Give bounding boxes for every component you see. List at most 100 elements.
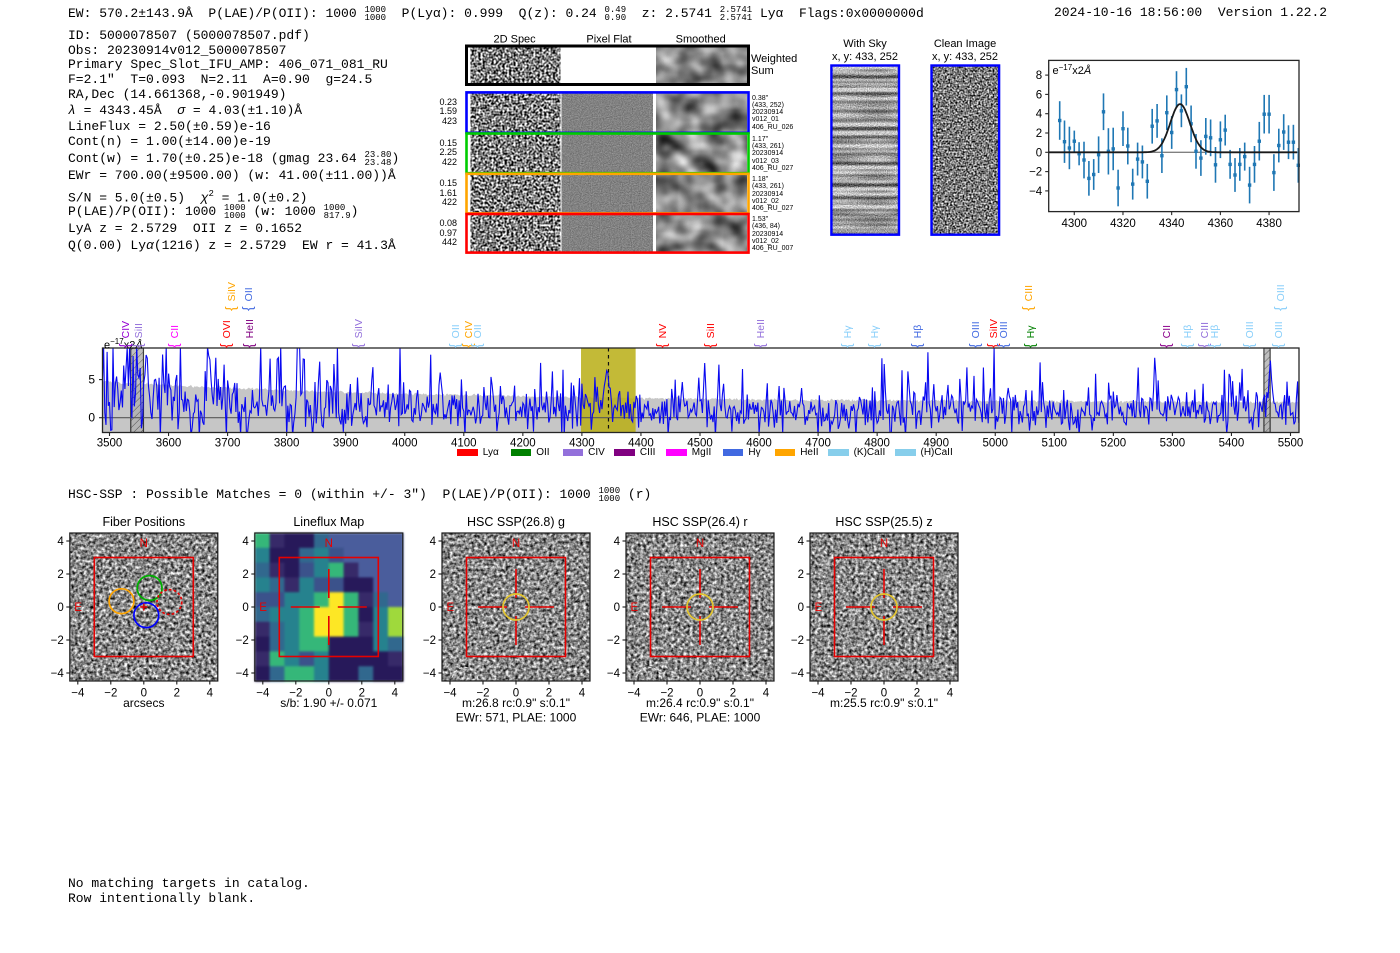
svg-text:4360: 4360 bbox=[1208, 218, 1234, 230]
svg-text:N: N bbox=[512, 538, 520, 550]
svg-text:4: 4 bbox=[430, 536, 437, 548]
svg-text:4: 4 bbox=[57, 536, 64, 548]
svg-text:0: 0 bbox=[326, 688, 332, 700]
svg-text:8: 8 bbox=[1036, 70, 1042, 82]
svg-text:−2: −2 bbox=[791, 635, 804, 647]
svg-text:E: E bbox=[815, 602, 823, 614]
svg-text:0: 0 bbox=[430, 602, 436, 614]
svg-text:5500: 5500 bbox=[1278, 437, 1304, 449]
svg-text:0: 0 bbox=[141, 688, 147, 700]
svg-text:5300: 5300 bbox=[1160, 437, 1186, 449]
svg-text:N: N bbox=[696, 538, 704, 550]
svg-text:−4: −4 bbox=[71, 688, 85, 700]
svg-text:−2: −2 bbox=[476, 688, 489, 700]
svg-text:3800: 3800 bbox=[274, 437, 300, 449]
svg-text:−4: −4 bbox=[51, 668, 65, 680]
svg-text:2: 2 bbox=[914, 688, 920, 700]
svg-text:2: 2 bbox=[359, 688, 365, 700]
svg-text:EWr: 571, PLAE: 1000: EWr: 571, PLAE: 1000 bbox=[456, 711, 577, 725]
svg-text:−4: −4 bbox=[607, 668, 621, 680]
svg-text:0: 0 bbox=[798, 602, 804, 614]
svg-text:2D Spec: 2D Spec bbox=[493, 34, 536, 46]
svg-text:0: 0 bbox=[57, 602, 63, 614]
svg-text:arcsecs: arcsecs bbox=[123, 696, 164, 710]
svg-text:−4: −4 bbox=[811, 688, 825, 700]
svg-text:4000: 4000 bbox=[392, 437, 418, 449]
svg-text:2: 2 bbox=[57, 569, 63, 581]
svg-text:−2: −2 bbox=[844, 688, 857, 700]
svg-text:m:26.4 rc:0.9" s:0.1": m:26.4 rc:0.9" s:0.1" bbox=[646, 696, 754, 710]
svg-text:−2: −2 bbox=[104, 688, 117, 700]
svg-text:E: E bbox=[259, 602, 267, 614]
svg-text:4: 4 bbox=[392, 688, 399, 700]
svg-text:3500: 3500 bbox=[97, 437, 123, 449]
svg-text:5400: 5400 bbox=[1219, 437, 1245, 449]
svg-text:−4: −4 bbox=[1029, 186, 1043, 198]
svg-text:2: 2 bbox=[546, 688, 552, 700]
svg-text:−4: −4 bbox=[256, 688, 270, 700]
svg-text:5000: 5000 bbox=[982, 437, 1008, 449]
svg-text:−2: −2 bbox=[289, 688, 302, 700]
svg-text:−4: −4 bbox=[791, 668, 805, 680]
svg-text:−4: −4 bbox=[236, 668, 250, 680]
svg-text:Pixel Flat: Pixel Flat bbox=[586, 34, 631, 46]
svg-text:0: 0 bbox=[242, 602, 248, 614]
svg-text:−2: −2 bbox=[51, 635, 64, 647]
svg-text:−2: −2 bbox=[1029, 167, 1042, 179]
svg-text:4700: 4700 bbox=[805, 437, 831, 449]
svg-text:4: 4 bbox=[242, 536, 249, 548]
svg-text:m:25.5 rc:0.9" s:0.1": m:25.5 rc:0.9" s:0.1" bbox=[830, 696, 938, 710]
svg-text:5100: 5100 bbox=[1042, 437, 1068, 449]
svg-text:2: 2 bbox=[1036, 128, 1042, 140]
svg-text:3900: 3900 bbox=[333, 437, 359, 449]
svg-text:5: 5 bbox=[88, 373, 95, 387]
svg-text:−4: −4 bbox=[443, 688, 457, 700]
svg-text:E: E bbox=[631, 602, 639, 614]
svg-text:4: 4 bbox=[579, 688, 586, 700]
svg-text:2: 2 bbox=[798, 569, 804, 581]
svg-text:4900: 4900 bbox=[923, 437, 949, 449]
svg-text:4: 4 bbox=[763, 688, 770, 700]
svg-text:−2: −2 bbox=[660, 688, 673, 700]
svg-text:4500: 4500 bbox=[687, 437, 713, 449]
svg-text:s/b: 1.90 +/- 0.071: s/b: 1.90 +/- 0.071 bbox=[280, 696, 377, 710]
svg-text:0: 0 bbox=[881, 688, 887, 700]
svg-text:4400: 4400 bbox=[628, 437, 654, 449]
svg-text:4100: 4100 bbox=[451, 437, 477, 449]
svg-text:e−17x2Å: e−17x2Å bbox=[1053, 63, 1092, 77]
svg-text:E: E bbox=[447, 602, 455, 614]
svg-text:Smoothed: Smoothed bbox=[676, 34, 726, 46]
svg-text:4340: 4340 bbox=[1159, 218, 1185, 230]
svg-text:−4: −4 bbox=[423, 668, 437, 680]
svg-text:0: 0 bbox=[1036, 147, 1042, 159]
svg-text:2: 2 bbox=[174, 688, 180, 700]
svg-text:−2: −2 bbox=[236, 635, 249, 647]
svg-text:4320: 4320 bbox=[1110, 218, 1136, 230]
svg-text:EWr: 646, PLAE: 1000: EWr: 646, PLAE: 1000 bbox=[640, 711, 761, 725]
svg-text:HSC SSP(26.4) r: HSC SSP(26.4) r bbox=[652, 515, 747, 529]
svg-text:4380: 4380 bbox=[1256, 218, 1282, 230]
svg-text:m:26.8 rc:0.9" s:0.1": m:26.8 rc:0.9" s:0.1" bbox=[462, 696, 570, 710]
svg-text:4600: 4600 bbox=[746, 437, 772, 449]
svg-text:−4: −4 bbox=[627, 688, 641, 700]
svg-text:4: 4 bbox=[207, 688, 214, 700]
svg-text:4200: 4200 bbox=[510, 437, 536, 449]
svg-text:HSC SSP(25.5) z: HSC SSP(25.5) z bbox=[835, 515, 932, 529]
svg-text:0: 0 bbox=[697, 688, 703, 700]
svg-text:3700: 3700 bbox=[215, 437, 241, 449]
svg-text:5200: 5200 bbox=[1101, 437, 1127, 449]
svg-text:4800: 4800 bbox=[864, 437, 890, 449]
svg-text:−2: −2 bbox=[423, 635, 436, 647]
svg-text:N: N bbox=[880, 538, 888, 550]
svg-text:3600: 3600 bbox=[156, 437, 182, 449]
svg-text:0: 0 bbox=[513, 688, 519, 700]
svg-text:N: N bbox=[325, 538, 333, 550]
svg-text:Lineflux Map: Lineflux Map bbox=[293, 515, 364, 529]
svg-text:2: 2 bbox=[242, 569, 248, 581]
svg-text:HSC SSP(26.8) g: HSC SSP(26.8) g bbox=[467, 515, 565, 529]
svg-text:2: 2 bbox=[614, 569, 620, 581]
svg-text:4300: 4300 bbox=[1061, 218, 1087, 230]
svg-text:2: 2 bbox=[430, 569, 436, 581]
svg-text:Fiber Positions: Fiber Positions bbox=[102, 515, 185, 529]
svg-text:−2: −2 bbox=[607, 635, 620, 647]
